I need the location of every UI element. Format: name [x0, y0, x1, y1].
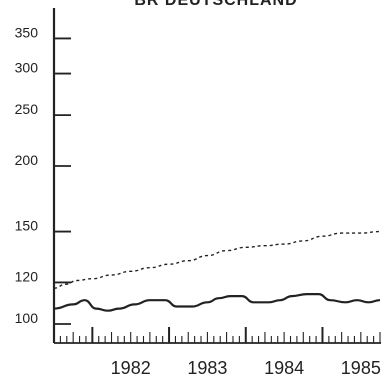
plot-series — [53, 230, 381, 312]
y-tick-label: 100 — [15, 310, 39, 326]
y-axis-ticks: 100 120 150 200 250 300 350 — [15, 24, 71, 326]
chart-title: BR DEUTSCHLAND — [134, 0, 297, 9]
y-tick-label: 300 — [15, 60, 39, 76]
series-line-solid — [53, 293, 381, 312]
x-tick-label: 1982 — [111, 358, 151, 378]
y-tick-label: 120 — [15, 268, 39, 284]
x-tick-label: 1985 — [341, 358, 381, 378]
y-tick-label: 150 — [15, 218, 39, 234]
x-tick-label: 1984 — [264, 358, 304, 378]
y-tick-label: 250 — [15, 101, 39, 117]
y-tick-label: 350 — [15, 24, 39, 40]
y-tick-label: 200 — [15, 152, 39, 168]
series-line-dashed — [53, 230, 381, 289]
x-axis-ticks: 1982 1983 1984 1985 — [53, 327, 381, 378]
x-tick-label: 1983 — [187, 358, 227, 378]
